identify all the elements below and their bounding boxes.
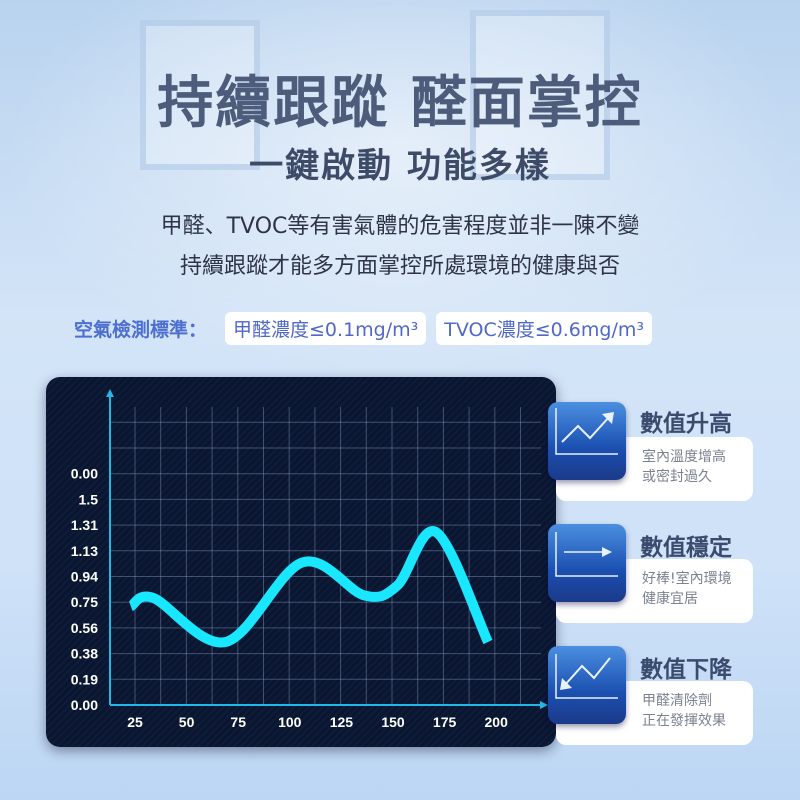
background-window: [470, 10, 610, 180]
y-tick-label: 0.75: [71, 594, 98, 610]
trend-down-icon: [548, 646, 626, 724]
x-tick-label: 200: [485, 714, 509, 730]
card-title: 數值穩定: [640, 535, 732, 561]
card-title: 數值升高: [640, 411, 732, 437]
y-tick-label: 1.5: [79, 491, 99, 507]
page-title: 持續跟蹤 醛面掌控: [157, 71, 643, 136]
standards-label: 空氣檢測標準：: [74, 319, 208, 341]
x-axis-arrow: [540, 701, 548, 709]
y-tick-label: 0.94: [71, 569, 98, 585]
x-tick-label: 25: [127, 714, 143, 730]
y-tick-label: 0.00: [71, 697, 98, 713]
standard-formaldehyde: 甲醛濃度≤0.1mg/m³: [225, 312, 427, 345]
y-tick-label: 0.00: [71, 466, 98, 482]
x-tick-label: 75: [230, 714, 246, 730]
y-tick-label: 0.19: [71, 671, 98, 687]
x-tick-label: 150: [381, 714, 405, 730]
card-title: 數值下降: [640, 657, 732, 683]
standards-row: 空氣檢測標準： 甲醛濃度≤0.1mg/m³ TVOC濃度≤0.6mg/m³: [74, 312, 652, 345]
intro-line-2: 持續跟蹤才能多方面掌控所處環境的健康與否: [179, 254, 620, 279]
page-subtitle: 一鍵啟動 功能多樣: [249, 146, 551, 186]
x-tick-label: 50: [179, 714, 195, 730]
chart-panel: 0.00 0.19 0.38 0.56 0.75 0.94 1.13 1.31 1.5 0.00 2…: [46, 377, 556, 747]
y-tick-label: 1.31: [71, 517, 98, 533]
line-chart: 0.00 0.19 0.38 0.56 0.75 0.94 1.13 1.31 1.5 0.00 2…: [71, 389, 548, 730]
standard-tvoc: TVOC濃度≤0.6mg/m³: [436, 312, 652, 345]
arrow-right-flat-icon: [548, 524, 626, 602]
y-tick-label: 0.56: [71, 620, 98, 636]
background-window: [140, 20, 260, 170]
x-tick-label: 125: [330, 714, 354, 730]
intro-line-1: 甲醛、TVOC等有害氣體的危害程度並非一陳不變: [160, 214, 640, 239]
y-axis-arrow: [106, 389, 114, 397]
x-tick-label: 175: [433, 714, 457, 730]
x-tick-label: 100: [278, 714, 302, 730]
data-line: [128, 526, 493, 648]
y-tick-label: 0.38: [71, 646, 98, 662]
y-tick-label: 1.13: [71, 543, 98, 559]
trend-up-icon: [548, 402, 626, 480]
